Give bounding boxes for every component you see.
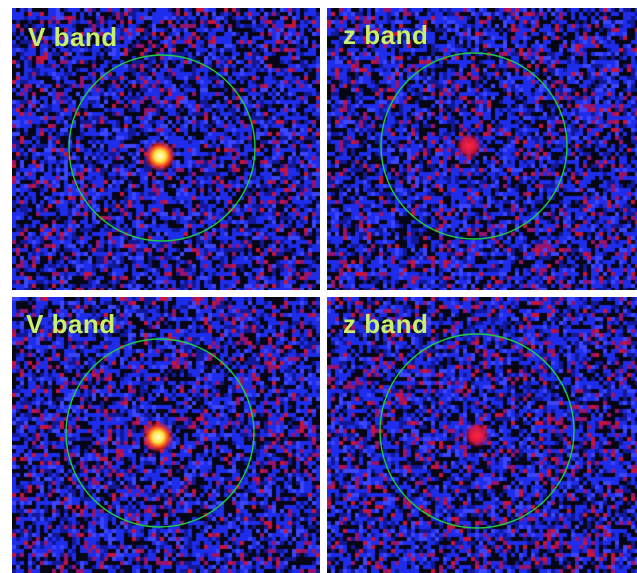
aperture-circle — [379, 333, 575, 529]
aperture-overlay — [379, 333, 575, 529]
band-label: z band — [343, 20, 429, 50]
aperture-overlay — [65, 338, 255, 528]
aperture-circle — [65, 338, 255, 528]
noise-image — [327, 297, 637, 573]
aperture-overlay — [68, 54, 256, 242]
aperture-circle — [380, 52, 568, 240]
band-label: V band — [26, 309, 116, 339]
panel-top-right-z-band: z band — [327, 8, 637, 290]
panel-bottom-left-v-band: V band — [12, 297, 320, 573]
panel-bottom-right-z-band: z band — [327, 297, 637, 573]
band-label: z band — [343, 309, 429, 339]
band-label: V band — [28, 22, 118, 52]
aperture-overlay — [380, 52, 568, 240]
aperture-circle — [68, 54, 256, 242]
noise-image — [327, 8, 637, 290]
panel-top-left-v-band: V band — [12, 8, 320, 290]
